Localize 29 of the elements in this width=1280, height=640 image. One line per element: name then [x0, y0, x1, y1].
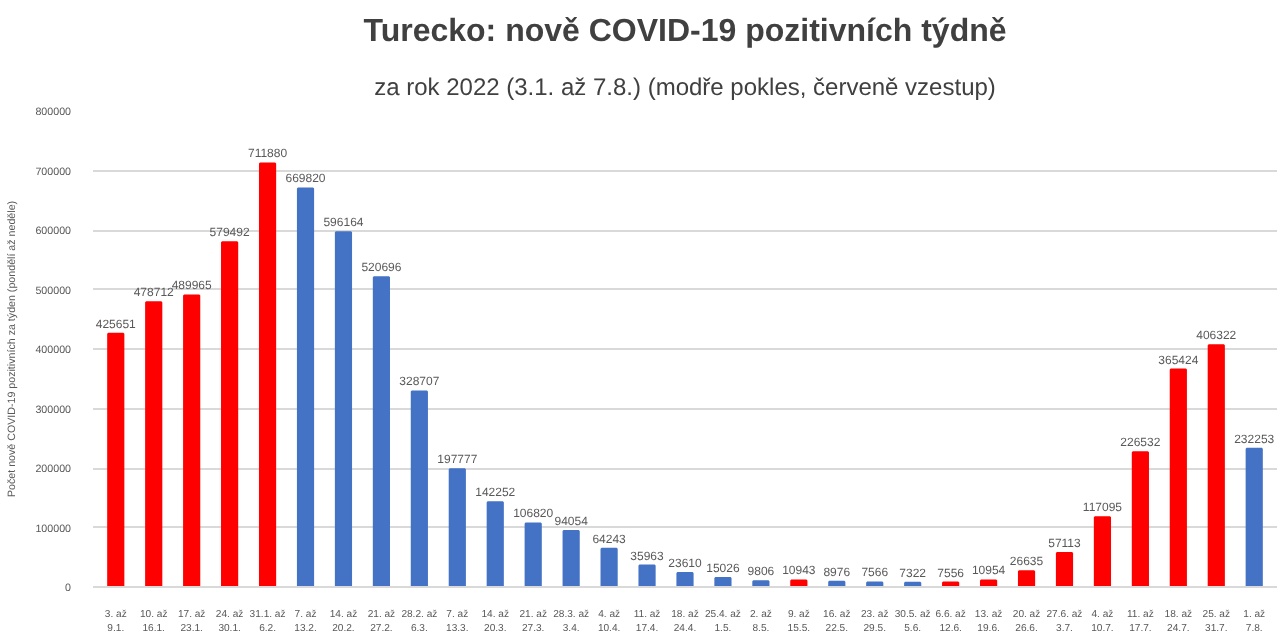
bar	[448, 468, 466, 587]
bar	[258, 162, 277, 587]
bar	[486, 501, 504, 587]
chart-subtitle: za rok 2022 (3.1. až 7.8.) (modře pokles, červeně vzestup)	[374, 73, 996, 101]
bar	[1131, 451, 1149, 587]
bar	[676, 571, 694, 587]
bar	[714, 577, 732, 587]
bar	[866, 581, 884, 587]
bar	[410, 390, 428, 587]
bar	[600, 547, 618, 587]
bar	[1207, 344, 1225, 587]
bar	[524, 522, 542, 587]
bar	[372, 276, 390, 587]
bar	[145, 301, 163, 587]
chart-title: Turecko: nově COVID-19 pozitivních týdně	[363, 15, 1007, 49]
bar	[1169, 368, 1187, 587]
bar	[334, 231, 353, 587]
bar	[1245, 447, 1263, 587]
bar	[183, 294, 201, 587]
bar	[1055, 552, 1074, 587]
bar	[562, 530, 580, 587]
bar	[221, 241, 239, 587]
bar	[980, 579, 998, 587]
bar	[296, 187, 315, 587]
bar	[790, 579, 808, 587]
bar	[638, 564, 656, 587]
bar	[1017, 570, 1036, 587]
bar	[1093, 516, 1112, 587]
bar	[107, 332, 125, 587]
